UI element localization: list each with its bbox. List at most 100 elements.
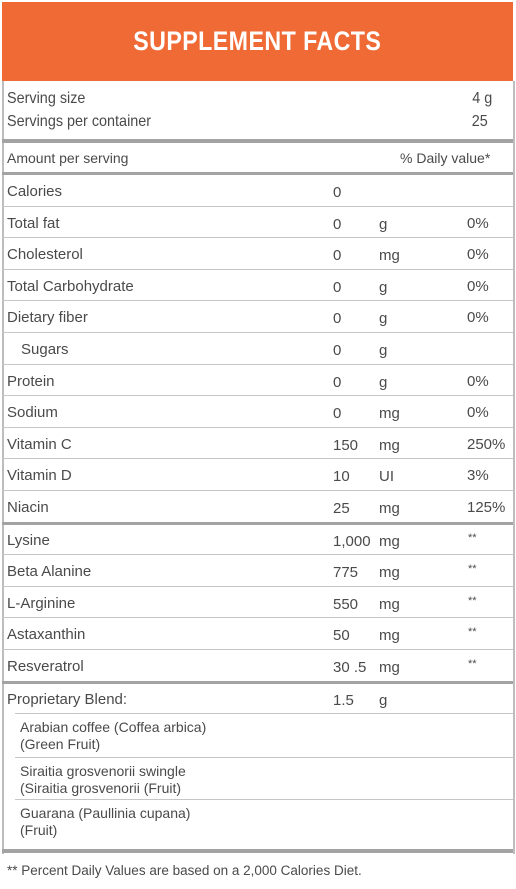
ingredient-row-name: Lysine: [7, 531, 50, 549]
blend-row-unit: g: [379, 691, 388, 709]
blend-row-name: Proprietary Blend:: [7, 690, 128, 708]
nutrient-row-daily-value: 250%: [467, 435, 506, 453]
serving-size-label: Serving size: [7, 90, 86, 107]
row-divider: [2, 395, 513, 396]
daily-value-label: % Daily value*: [400, 150, 491, 166]
header-bar: SUPPLEMENT FACTS: [2, 2, 513, 81]
ingredient-row-daily-value: **: [468, 626, 477, 639]
row-divider: [2, 458, 513, 459]
page-title: SUPPLEMENT FACTS: [133, 26, 382, 56]
ingredient-row-name: Astaxanthin: [7, 626, 86, 644]
nutrient-row-unit: g: [379, 215, 388, 233]
blend-row-amount: 1.5: [333, 691, 354, 709]
ingredient-row-unit: mg: [379, 564, 400, 582]
nutrient-row-name: Dietary fiber: [7, 309, 88, 327]
row-divider: [15, 713, 513, 714]
servings-per-container-value: 25: [471, 113, 488, 130]
nutrient-row-amount: 150: [333, 436, 359, 454]
blend-item-line1: Arabian coffee (Coffea arbica): [20, 718, 207, 735]
ingredient-row-name: L-Arginine: [7, 594, 76, 612]
ingredient-row-name: Beta Alanine: [7, 563, 92, 581]
serving-size-value: 4 g: [471, 90, 492, 107]
nutrient-row-unit: g: [379, 373, 388, 391]
row-divider: [2, 617, 513, 618]
nutrient-row-unit: g: [379, 342, 388, 359]
ingredient-row-daily-value: **: [468, 531, 477, 544]
blend-item-line2: (Green Fruit): [20, 735, 101, 752]
ingredient-row-amount: 775: [333, 564, 359, 582]
nutrient-row-daily-value: 125%: [467, 499, 506, 516]
ingredient-row-unit: mg: [379, 627, 400, 645]
row-divider: [2, 269, 513, 270]
footnote: ** Percent Daily Values are based on a 2…: [7, 863, 362, 878]
ingredient-row-amount: 550: [333, 595, 359, 613]
row-divider: [15, 757, 513, 758]
divider-thick: [2, 139, 513, 143]
nutrient-row-unit: mg: [379, 247, 400, 265]
nutrient-row-name: Total fat: [7, 214, 60, 232]
nutrient-row-unit: g: [379, 310, 388, 328]
nutrient-row-amount: 0: [333, 310, 342, 328]
nutrient-row-amount: 0: [333, 405, 342, 423]
row-divider: [2, 554, 513, 555]
nutrient-row-name: Vitamin C: [7, 435, 72, 453]
nutrient-row-unit: mg: [379, 500, 400, 517]
row-divider: [2, 427, 513, 428]
row-divider: [2, 206, 513, 207]
row-divider: [2, 490, 513, 491]
nutrient-row-amount: 0: [333, 278, 342, 296]
nutrient-row-daily-value: 0%: [467, 372, 489, 390]
nutrient-row-unit: mg: [379, 405, 400, 423]
row-divider: [15, 799, 513, 800]
divider-thick-bottom: [2, 849, 513, 853]
nutrient-row-name: Cholesterol: [7, 246, 83, 264]
row-divider: [2, 681, 513, 684]
ingredient-row-amount: 1,000: [333, 532, 371, 550]
amount-per-serving-label: Amount per serving: [7, 150, 129, 166]
nutrient-row-amount: 0: [333, 184, 342, 201]
nutrient-row-amount: 0: [333, 342, 342, 359]
nutrient-row-name: Niacin: [7, 499, 49, 516]
blend-item-line2: (Fruit): [20, 821, 58, 838]
nutrient-row-unit: g: [379, 278, 388, 296]
nutrient-row-daily-value: 0%: [467, 246, 489, 264]
ingredient-row-name: Resveratrol: [7, 658, 84, 675]
row-divider: [2, 237, 513, 238]
row-divider: [2, 300, 513, 301]
row-divider: [2, 522, 513, 525]
nutrient-row-amount: 0: [333, 247, 342, 265]
nutrient-row-daily-value: 0%: [467, 214, 489, 232]
ingredient-row-daily-value: **: [468, 594, 477, 607]
nutrient-row-amount: 10: [333, 468, 350, 486]
row-divider: [2, 586, 513, 587]
nutrient-row-name: Calories: [7, 183, 63, 200]
ingredient-row-daily-value: **: [468, 658, 477, 670]
row-divider: [2, 364, 513, 365]
divider: [2, 172, 513, 175]
nutrient-row-amount: 0: [333, 215, 342, 233]
nutrient-row-name: Total Carbohydrate: [7, 277, 134, 295]
ingredient-row-amount: 50: [333, 627, 350, 645]
nutrient-row-daily-value: 0%: [467, 277, 489, 295]
ingredient-row-daily-value: **: [468, 563, 477, 576]
blend-item-line1: Guarana (Paullinia cupana): [20, 804, 191, 821]
nutrient-row-daily-value: 0%: [467, 309, 489, 327]
nutrient-row-daily-value: 3%: [467, 467, 489, 485]
nutrient-row-name: Sugars: [21, 341, 69, 358]
ingredient-row-unit: mg: [379, 532, 400, 550]
nutrient-row-daily-value: 0%: [467, 404, 489, 422]
nutrient-row-amount: 0: [333, 373, 342, 391]
nutrient-row-name: Vitamin D: [7, 467, 72, 485]
nutrient-row-unit: UI: [379, 468, 394, 486]
nutrient-row-name: Sodium: [7, 404, 58, 422]
facts-frame: [2, 81, 515, 854]
ingredient-row-unit: mg: [379, 659, 400, 676]
ingredient-row-unit: mg: [379, 595, 400, 613]
nutrient-row-amount: 25: [333, 500, 350, 517]
row-divider: [2, 332, 513, 333]
row-divider: [2, 649, 513, 650]
ingredient-row-amount: 30 .5: [333, 659, 367, 676]
nutrient-row-name: Protein: [7, 372, 55, 390]
blend-item-line1: Siraitia grosvenorii swingle: [20, 762, 186, 779]
